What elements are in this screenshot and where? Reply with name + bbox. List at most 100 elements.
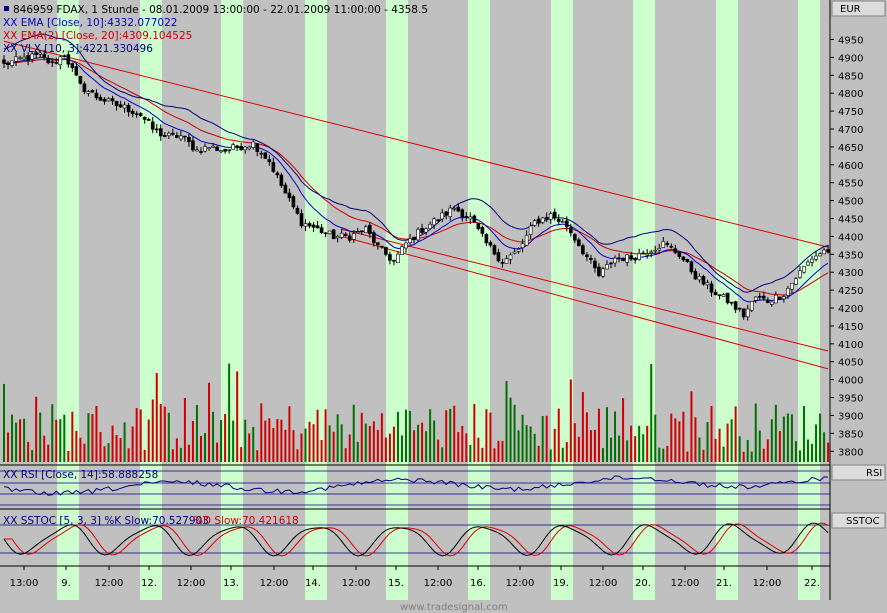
volume-bar [529,426,532,462]
price-tick-label: 4500 [838,197,863,208]
volume-bar [509,397,512,462]
volume-bar [413,430,416,462]
candle-down [564,220,569,228]
candle-down [681,256,686,261]
trend-channel-lines [3,40,829,370]
candle-down [380,245,384,248]
volume-bar [573,423,576,462]
volume-bar [396,411,399,462]
volume-bar [320,440,323,462]
rsi-panel[interactable] [0,470,830,506]
candle-down [263,152,268,159]
candle-up [335,235,340,239]
candle-down [110,98,115,102]
candle-up [428,223,432,229]
volume-bar [15,422,18,462]
candle-down [267,159,272,163]
candle-down [460,209,465,218]
ema10-line [3,56,829,303]
volume-bar [324,409,327,462]
volume-bar [143,449,146,462]
time-tick-label: 15. [388,578,404,589]
currency-label: EUR [840,4,861,15]
volume-bar [718,428,721,462]
candle-down [693,270,698,280]
candle-down [299,213,304,227]
volume-bar [770,419,773,462]
legend-vlx: XX VLX [10, 3]:4221.330496 [3,43,153,55]
candle-down [617,257,621,260]
volume-bar [425,431,428,462]
candle-down [368,224,372,235]
volume-bar [83,443,86,462]
volume-bar [421,422,424,462]
volume-bar [694,417,697,462]
volume-bar [670,413,673,462]
volume-bar [533,433,536,462]
candle-down [685,258,690,263]
candle-down [283,184,288,194]
candle-down [171,132,175,135]
candle-up [207,147,211,149]
price-tick-label: 4350 [838,250,863,261]
volume-bar [565,442,568,462]
volume-bar [786,413,789,462]
volume-bar [698,437,701,462]
volume-bar [521,414,524,462]
volume-bar [204,433,206,462]
candle-down [765,299,770,303]
volume-bar [216,442,219,462]
volume-bar [19,419,22,462]
price-tick-label: 3950 [838,394,863,405]
volume-bar [614,411,617,462]
volume-bar [47,444,50,462]
candle-up [814,255,818,260]
volume-bar [714,438,717,462]
indicator-overlays [3,33,829,303]
price-tick-label: 3800 [838,447,863,458]
stoc-panel[interactable] [0,522,830,557]
volume-bar [67,451,70,462]
volume-bar [465,433,468,462]
volume-bar [469,444,472,462]
volume-bar [807,439,809,462]
candle-down [556,218,561,223]
volume-bar [276,418,279,462]
candle-down [223,148,227,152]
volume-bar [356,441,359,462]
volume-bars [3,363,830,462]
time-tick-label: 12:00 [506,578,535,589]
volume-bar [352,404,355,462]
volume-bar [674,418,677,462]
volume-bar [348,434,351,462]
volume-bar [774,404,777,462]
price-tick-label: 4850 [838,71,863,82]
candle-up [649,251,654,254]
candle-down [102,98,107,102]
volume-bar [135,407,138,462]
volume-bar [55,419,58,462]
time-tick-label: 12:00 [424,578,453,589]
volume-bar [577,436,580,462]
volume-bar [662,448,665,462]
candle-down [552,211,557,219]
candle-down [239,146,243,151]
candle-down [146,119,151,121]
candle-down [150,121,155,130]
volume-bar [593,429,596,462]
candle-down [733,301,738,310]
candle-down [275,172,280,176]
volume-bar [208,382,211,462]
candle-down [291,196,296,208]
time-tick-label: 13:00 [10,578,39,589]
candle-down [412,236,416,240]
candle-up [58,56,63,66]
candle-up [548,213,553,220]
candle-up [508,254,513,260]
time-tick-label: 22. [804,578,820,589]
candle-up [504,258,509,264]
candle-down [597,266,601,276]
candle-up [247,146,252,150]
volume-bar [312,424,315,462]
